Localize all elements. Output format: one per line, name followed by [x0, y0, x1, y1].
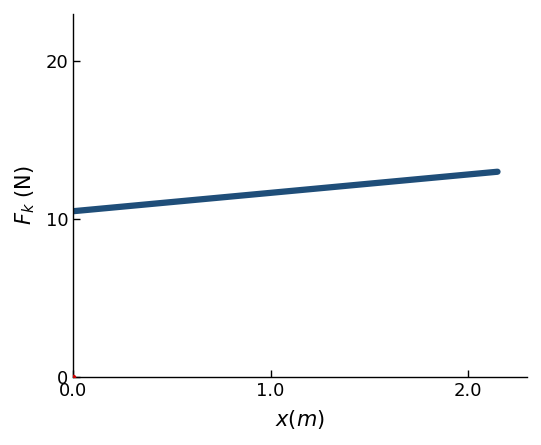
Y-axis label: $F_k\ \mathrm{(N)}$: $F_k\ \mathrm{(N)}$	[14, 166, 37, 225]
X-axis label: $x(m)$: $x(m)$	[275, 408, 325, 431]
